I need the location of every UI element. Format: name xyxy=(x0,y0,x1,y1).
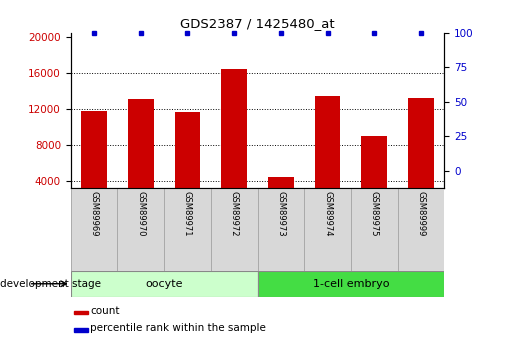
Text: GSM89972: GSM89972 xyxy=(230,190,239,236)
Bar xyxy=(408,98,434,217)
Text: GSM89975: GSM89975 xyxy=(370,190,379,236)
Text: 1-cell embryo: 1-cell embryo xyxy=(313,279,389,289)
Bar xyxy=(71,188,117,271)
Text: GSM89969: GSM89969 xyxy=(89,190,98,236)
Bar xyxy=(362,136,387,217)
Text: percentile rank within the sample: percentile rank within the sample xyxy=(90,323,266,333)
Bar xyxy=(128,99,154,217)
Text: GSM89971: GSM89971 xyxy=(183,190,192,236)
Bar xyxy=(315,97,340,217)
Text: count: count xyxy=(90,306,120,316)
Text: GSM89974: GSM89974 xyxy=(323,190,332,236)
Text: oocyte: oocyte xyxy=(145,279,183,289)
Bar xyxy=(211,188,258,271)
Bar xyxy=(351,188,398,271)
Title: GDS2387 / 1425480_at: GDS2387 / 1425480_at xyxy=(180,17,335,30)
Bar xyxy=(81,111,107,217)
Bar xyxy=(304,188,351,271)
Bar xyxy=(117,188,164,271)
Bar xyxy=(164,188,211,271)
Bar xyxy=(221,69,247,217)
Bar xyxy=(71,271,258,297)
Text: GSM89970: GSM89970 xyxy=(136,190,145,236)
Bar xyxy=(268,177,294,217)
Text: GSM89999: GSM89999 xyxy=(417,190,426,236)
Text: GSM89973: GSM89973 xyxy=(276,190,285,236)
Bar xyxy=(258,188,304,271)
Bar xyxy=(398,188,444,271)
Bar xyxy=(258,271,444,297)
Bar xyxy=(74,311,88,314)
Text: development stage: development stage xyxy=(0,279,101,289)
Bar xyxy=(175,112,200,217)
Bar xyxy=(74,328,88,332)
